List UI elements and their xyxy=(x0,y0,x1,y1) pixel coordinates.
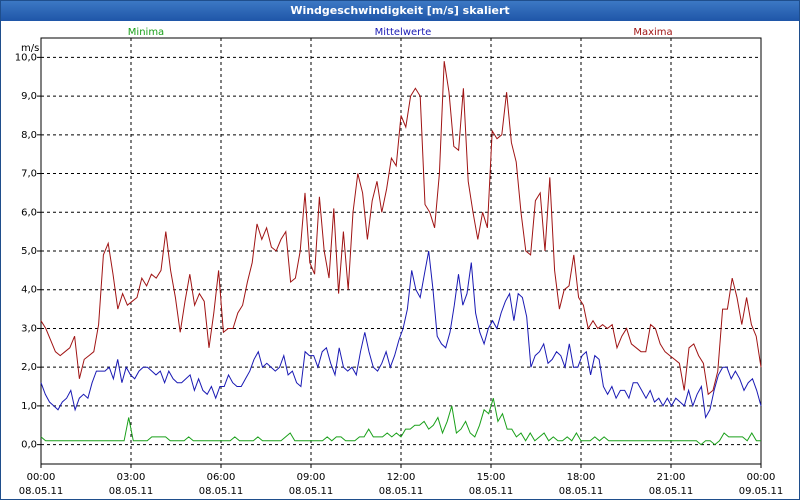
gridlines xyxy=(37,38,762,468)
y-axis-unit-label: m/s xyxy=(21,43,39,54)
x-tick-date-label: 08.05.11 xyxy=(649,486,694,497)
x-tick-time-label: 00:00 xyxy=(747,472,776,483)
x-tick-time-label: 00:00 xyxy=(27,472,56,483)
series-line-minima xyxy=(40,398,761,446)
x-tick-time-label: 12:00 xyxy=(387,472,416,483)
x-tick-date-label: 08.05.11 xyxy=(559,486,604,497)
x-tick-time-label: 21:00 xyxy=(657,472,686,483)
x-tick-time-label: 03:00 xyxy=(117,472,146,483)
x-tick-date-label: 08.05.11 xyxy=(469,486,514,497)
axis-labels: m/s 0,0 1,0 2,0 3,0 4,0 5,0 6,0 7,0 8,0 9,0 10,0 00… xyxy=(15,43,784,497)
x-tick-time-label: 18:00 xyxy=(567,472,596,483)
x-tick-date-label: 08.05.11 xyxy=(109,486,154,497)
y-tick-label: 8,0 xyxy=(21,130,37,141)
y-tick-label: 3,0 xyxy=(21,323,37,334)
x-tick-date-label: 08.05.11 xyxy=(19,486,64,497)
series-line-maxima xyxy=(40,61,762,396)
x-tick-time-label: 06:00 xyxy=(207,472,236,483)
y-tick-label: 10,0 xyxy=(15,52,37,63)
window-title: Windgeschwindigkeit [m/s] skaliert xyxy=(1,1,799,21)
legend-minima: Minima xyxy=(128,27,164,38)
x-tick-date-label: 08.05.11 xyxy=(289,486,334,497)
y-tick-label: 6,0 xyxy=(21,207,37,218)
y-tick-label: 0,0 xyxy=(21,440,37,451)
x-tick-time-label: 09:00 xyxy=(297,472,326,483)
y-tick-label: 5,0 xyxy=(21,246,37,257)
x-tick-date-label: 08.05.11 xyxy=(199,486,244,497)
legend-maxima: Maxima xyxy=(633,27,672,38)
y-tick-label: 2,0 xyxy=(21,362,37,373)
y-tick-label: 9,0 xyxy=(21,91,37,102)
y-tick-label: 4,0 xyxy=(21,285,37,296)
x-tick-time-label: 15:00 xyxy=(477,472,506,483)
x-tick-date-label: 08.05.11 xyxy=(379,486,424,497)
legend: Minima Mittelwerte Maxima xyxy=(128,27,673,38)
y-tick-label: 7,0 xyxy=(21,169,37,180)
x-tick-date-label: 09.05.11 xyxy=(739,486,784,497)
legend-mittelwerte: Mittelwerte xyxy=(375,27,432,38)
y-tick-label: 1,0 xyxy=(21,401,37,412)
series-line-mittelwerte xyxy=(40,250,762,420)
series-lines xyxy=(40,61,762,446)
